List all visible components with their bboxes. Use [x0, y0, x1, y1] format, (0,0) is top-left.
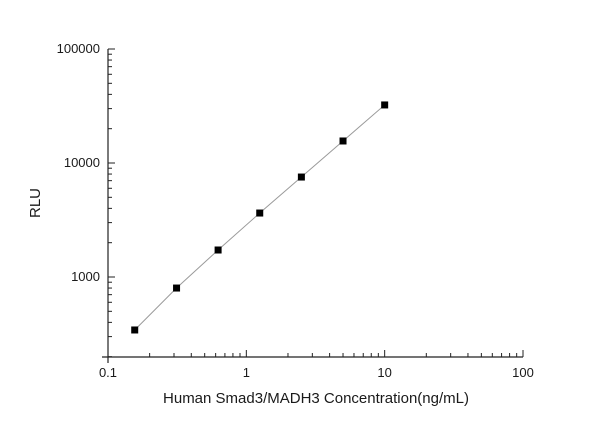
fit-line: [134, 104, 385, 331]
data-point-marker: [381, 101, 389, 109]
axes: 0.1 1 10 100 1000 10000 100000: [57, 41, 534, 380]
data-point-marker: [214, 246, 222, 254]
y-axis-title: RLU: [27, 188, 44, 218]
data-point-marker: [256, 209, 264, 217]
x-axis-title: Human Smad3/MADH3 Concentration(ng/mL): [163, 390, 469, 407]
x-tick-label: 10: [377, 365, 391, 380]
data-point-marker: [131, 326, 139, 334]
x-tick-label: 1: [243, 365, 250, 380]
data-point-marker: [297, 173, 305, 181]
y-tick-label: 1000: [71, 269, 100, 284]
data-point-marker: [173, 284, 181, 292]
y-tick-label: 10000: [64, 155, 100, 170]
data-points: [131, 101, 389, 334]
y-tick-label: 100000: [57, 41, 100, 56]
x-tick-label: 0.1: [99, 365, 117, 380]
data-point-marker: [339, 137, 347, 145]
x-tick-label: 100: [512, 365, 534, 380]
